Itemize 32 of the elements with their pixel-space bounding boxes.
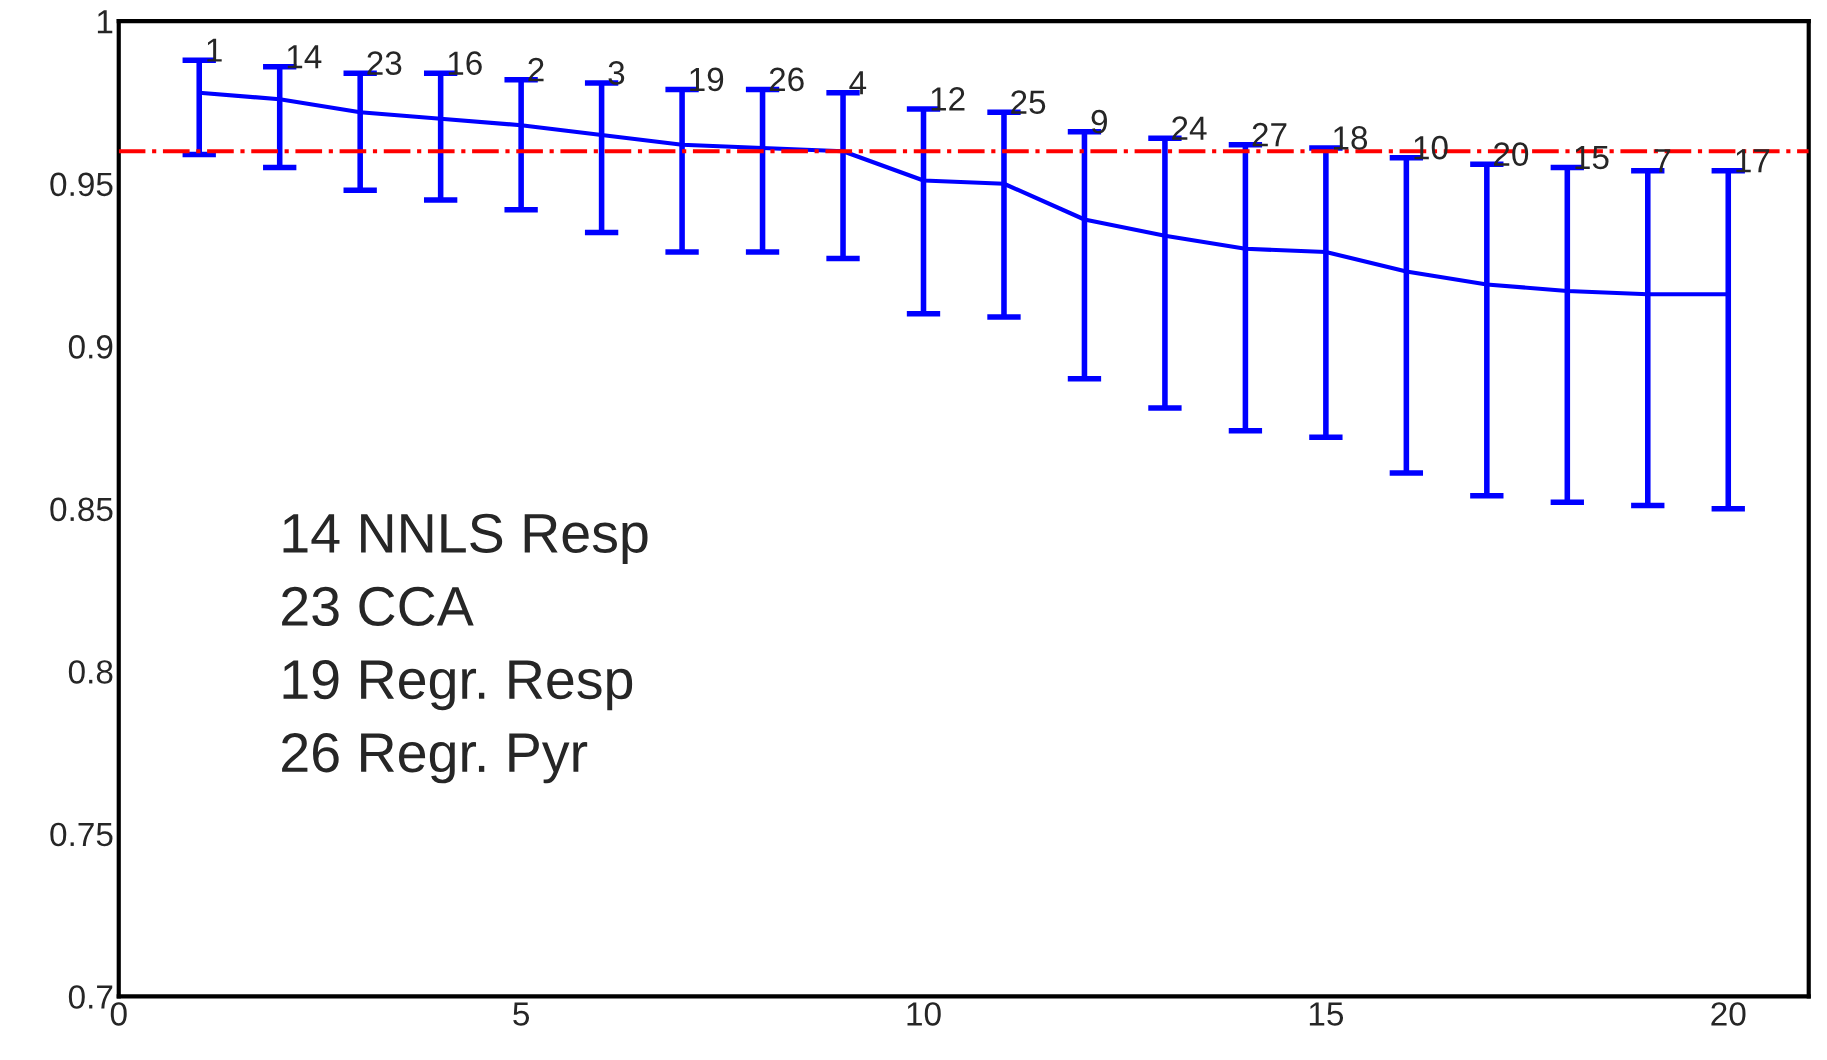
annotation: 25 <box>1011 90 1046 114</box>
y-tick-label: 0.75 <box>50 822 113 847</box>
y-tick-label: 1 <box>97 10 113 34</box>
x-tick-label: 15 <box>1309 1002 1344 1026</box>
annotation: 24 <box>1172 116 1207 140</box>
annotation: 1 <box>207 38 222 62</box>
y-tick-label: 0.95 <box>50 172 113 197</box>
annotation: 12 <box>931 87 965 111</box>
annotation: 19 Regr. Resp <box>283 659 633 711</box>
annotation: 9 <box>1091 109 1107 134</box>
y-tick-label: 0.8 <box>68 660 113 684</box>
y-tick-label: 0.85 <box>50 497 113 522</box>
annotation: 3 <box>608 61 625 85</box>
annotation: 23 <box>367 51 402 75</box>
x-tick-label: 20 <box>1711 1002 1746 1026</box>
annotation: 27 <box>1252 122 1287 147</box>
annotation: 16 <box>448 51 482 75</box>
annotation: 14 NNLS Resp <box>283 513 648 564</box>
y-tick-label: 0.9 <box>68 335 113 359</box>
annotation: 14 <box>287 45 322 69</box>
annotation: 4 <box>849 71 867 95</box>
x-tick-label: 10 <box>907 1002 941 1026</box>
annotation: 18 <box>1333 126 1368 150</box>
annotation: 26 Regr. Pyr <box>282 733 588 784</box>
x-tick-label: 5 <box>513 1002 529 1026</box>
annotation: 19 <box>690 67 724 92</box>
annotation: 7 <box>1655 149 1671 173</box>
annotation: 2 <box>528 57 544 82</box>
annotation: 17 <box>1736 149 1770 173</box>
annotation: 26 <box>769 67 804 92</box>
annotation: 23 CCA <box>282 586 474 627</box>
annotation: 10 <box>1414 135 1448 160</box>
